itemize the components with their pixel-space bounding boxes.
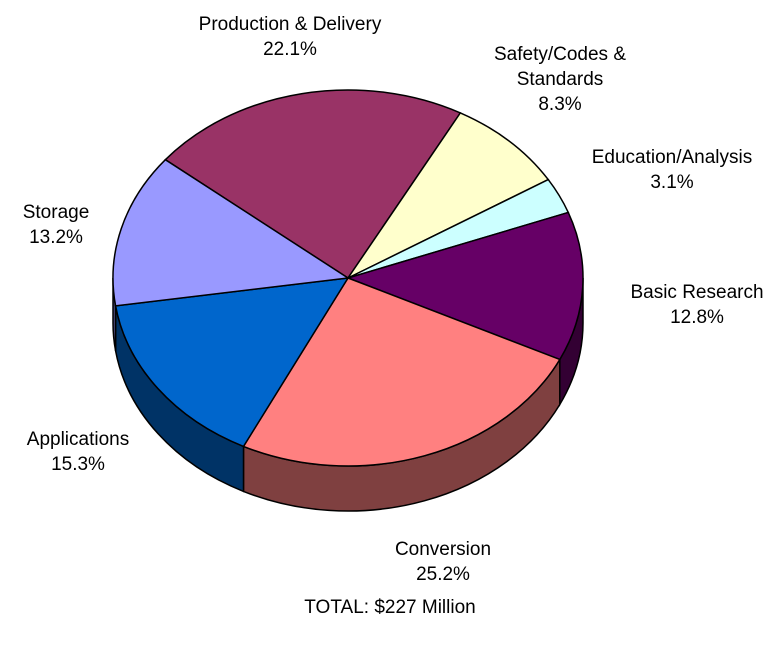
slice-label: Conversion 25.2%	[343, 537, 543, 587]
slice	[114, 277, 350, 448]
category-name: Education/Analysis	[591, 147, 753, 168]
slice-label: Safety/Codes & Standards 8.3%	[475, 42, 645, 117]
value-label: 12.8%	[670, 307, 724, 328]
value-label: 8.3%	[538, 94, 582, 115]
value-label: 25.2%	[416, 564, 470, 585]
slice-label: Education/Analysis 3.1%	[557, 145, 784, 195]
category-name: Safety/Codes & Standards	[493, 44, 627, 90]
category-name: Applications	[26, 429, 130, 450]
slice-label: Applications 15.3%	[3, 427, 153, 477]
slice	[345, 111, 550, 280]
slice	[242, 277, 561, 467]
category-name: Storage	[22, 202, 90, 223]
category-name: Basic Research	[630, 282, 764, 303]
category-name: Production & Delivery	[198, 14, 382, 35]
value-label: 15.3%	[51, 454, 105, 475]
value-label: 3.1%	[650, 172, 694, 193]
slice-label: Storage 13.2%	[1, 200, 111, 250]
value-label: 22.1%	[263, 39, 317, 60]
slice	[345, 211, 584, 361]
slice	[112, 158, 351, 307]
category-name: Conversion	[394, 539, 492, 560]
slice-label: Basic Research 12.8%	[607, 280, 784, 330]
slice	[164, 89, 462, 280]
slice-label: Production & Delivery 22.1%	[170, 12, 410, 62]
footnote: TOTAL: $227 Million	[304, 597, 476, 618]
value-label: 13.2%	[29, 227, 83, 248]
